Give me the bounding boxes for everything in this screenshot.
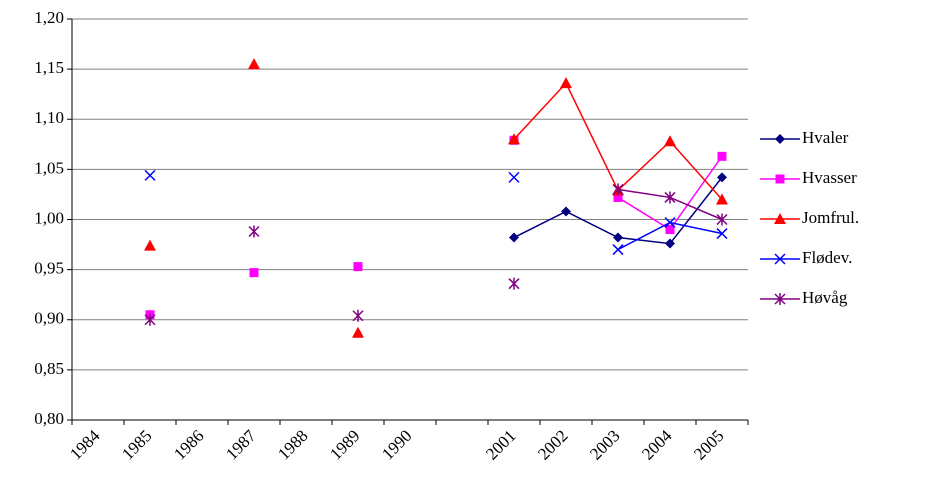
marker [716,228,728,240]
marker [716,213,728,226]
marker [560,77,572,89]
marker [353,262,363,272]
marker [774,293,786,305]
x-tick-label: 1990 [378,426,415,463]
marker [774,253,786,265]
marker [508,171,520,183]
marker [613,192,623,202]
marker [665,225,675,235]
x-tick-label: 1988 [274,426,311,463]
marker [509,232,519,243]
x-tick-label: 2001 [482,426,519,463]
marker [248,58,260,70]
legend-item: Flødev. [760,248,852,267]
marker [774,213,786,224]
legend-label: Flødev. [802,248,852,267]
marker [508,277,520,290]
marker [612,183,624,196]
marker [352,326,364,338]
marker [144,239,156,251]
legend-item: Jomfrul. [760,208,859,227]
x-tick-label: 1986 [170,426,207,463]
x-tick-label: 2002 [534,426,571,463]
y-tick-label: 0,95 [34,259,64,278]
marker [716,193,728,205]
marker [665,238,675,249]
marker [144,169,156,181]
marker [613,232,623,243]
x-tick-label: 1985 [118,426,155,463]
marker [561,206,571,217]
marker [775,174,785,184]
legend-item: Hvaler [760,128,849,147]
x-tick-label: 1984 [66,426,104,464]
marker [612,244,624,256]
y-tick-label: 0,90 [34,309,64,328]
marker [508,133,520,145]
legend-label: Jomfrul. [802,208,859,227]
marker [717,151,727,161]
legend-label: Hvasser [802,168,857,187]
legend-label: Hvaler [802,128,849,147]
x-tick-label: 1987 [222,426,260,464]
y-tick-label: 1,05 [34,158,64,177]
y-tick-label: 1,15 [34,58,64,77]
legend-item: Hvasser [760,168,857,187]
legend-label: Høvåg [802,288,848,307]
series-line [513,81,723,200]
y-tick-label: 1,10 [34,108,64,127]
x-tick-label: 1989 [326,426,363,463]
marker [664,135,676,147]
x-tick-label: 2003 [586,426,623,463]
x-tick-label: 2005 [690,426,727,463]
y-tick-label: 0,80 [34,409,64,428]
marker [352,309,364,322]
marker [144,313,156,326]
y-tick-label: 1,00 [34,208,64,227]
y-tick-label: 0,85 [34,359,64,378]
marker [775,134,785,144]
marker [249,268,259,278]
marker [717,172,727,183]
legend-item: Høvåg [760,288,848,307]
y-tick-label: 1,20 [34,8,64,27]
marker [664,191,676,204]
marker [248,225,260,238]
marker [664,216,676,229]
x-tick-label: 2004 [638,426,676,464]
